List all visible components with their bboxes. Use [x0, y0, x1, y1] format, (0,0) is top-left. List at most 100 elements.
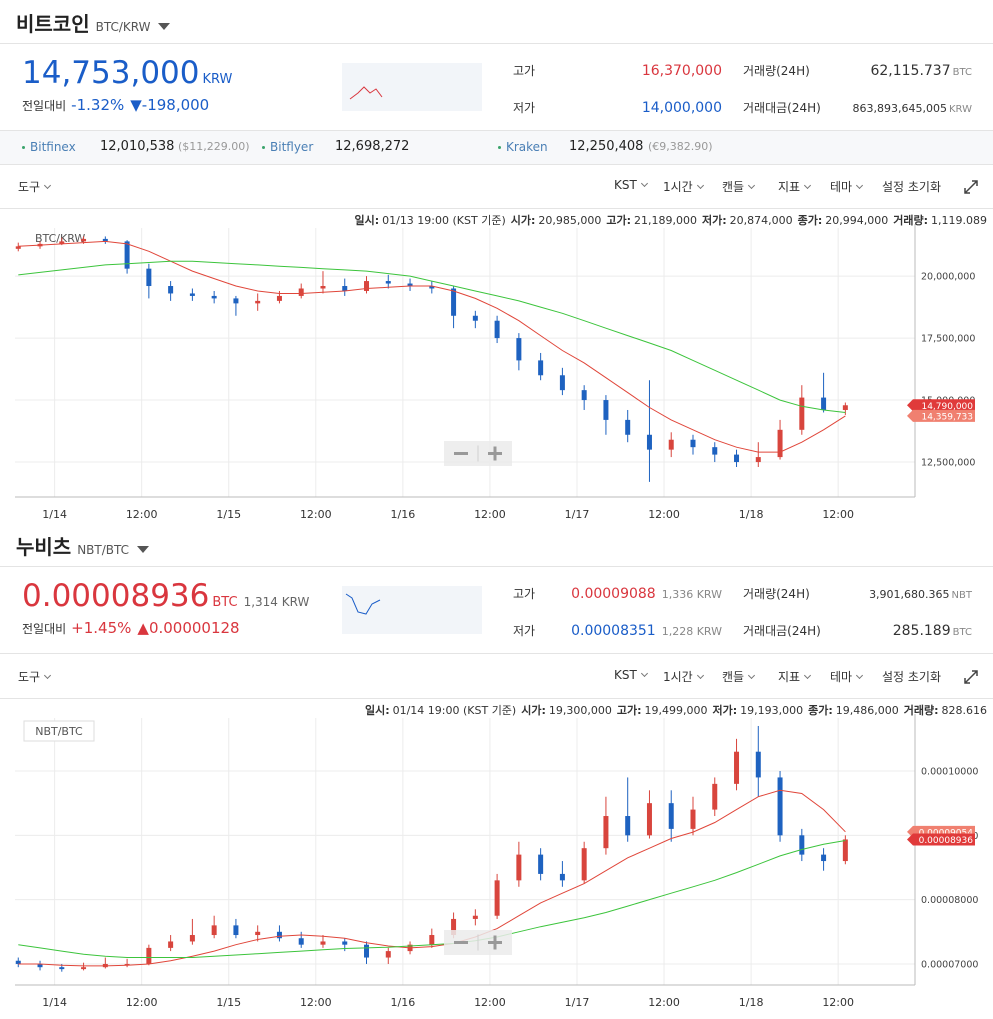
toolbar-text[interactable]: KST — [614, 668, 637, 682]
price-tag — [907, 409, 975, 422]
candle-body — [690, 439, 696, 448]
sparkline-line — [349, 86, 383, 100]
toolbar-item[interactable]: KST — [614, 178, 648, 192]
price-sub: 1,314 KRW — [243, 595, 310, 609]
candle-body — [15, 960, 21, 964]
toolbar-text[interactable]: 캔들 — [722, 670, 745, 684]
toolbar-text[interactable]: 캔들 — [722, 180, 745, 194]
toolbar-item[interactable]: 도구 — [18, 178, 52, 195]
toolbar-item[interactable]: 설정 초기화 — [882, 668, 941, 685]
toolbar-item[interactable]: 도구 — [18, 668, 52, 685]
toolbar-text[interactable]: 1시간 — [663, 180, 693, 194]
candle-body — [146, 268, 152, 287]
toolbar-item[interactable]: 지표 — [778, 668, 812, 685]
toolbar-item[interactable]: 캔들 — [722, 668, 756, 685]
candle-body — [451, 288, 457, 316]
info-value: 20,985,000 — [538, 214, 602, 227]
toolbar-text[interactable]: 지표 — [778, 180, 801, 194]
candle-body — [59, 241, 65, 244]
expand-button[interactable] — [963, 669, 979, 685]
candle-body — [581, 848, 587, 881]
toolbar-chevron — [696, 181, 704, 190]
candle-body — [712, 447, 718, 455]
toolbar-item[interactable]: KST — [614, 668, 648, 682]
candle-body — [124, 963, 130, 965]
candle-body — [842, 405, 848, 410]
info-label: 일시: — [354, 214, 380, 227]
stat-number: 16,370,000 — [641, 63, 722, 79]
expand-button[interactable] — [963, 179, 979, 195]
toolbar-text[interactable]: 1시간 — [663, 670, 693, 684]
x-tick-label: 1/15 — [216, 508, 241, 520]
price-tag — [907, 833, 975, 846]
info-label: 저가: — [702, 214, 727, 227]
info-label: 고가: — [606, 214, 632, 227]
candle-body — [690, 809, 696, 829]
toolbar-chevron — [856, 671, 864, 680]
candle-body — [581, 390, 587, 401]
candle-body — [472, 915, 478, 919]
price-tag-label: 14,790,000 — [921, 402, 973, 412]
price: 0.00008936 — [22, 578, 210, 614]
x-tick-label: 12:00 — [300, 996, 332, 1009]
volume-number: 285.189 — [892, 623, 951, 639]
info-label: 종가: — [808, 704, 833, 717]
exchange-name: Bitflyer — [270, 140, 314, 154]
candle-body — [603, 400, 609, 420]
candle-body — [429, 286, 435, 289]
toolbar-item[interactable]: 캔들 — [722, 178, 756, 195]
toolbar-text[interactable]: 테마 — [830, 670, 853, 684]
change-pct: +1.45% — [71, 619, 132, 637]
candle-body — [81, 238, 87, 242]
info-value: 1,119.089 — [931, 214, 987, 227]
change-label: 전일대비 — [22, 622, 67, 636]
candle-body — [168, 941, 174, 948]
toolbar-text[interactable]: 도구 — [18, 670, 41, 684]
change-label: 전일대비 — [22, 99, 67, 113]
stat-value: 14,000,000 — [642, 97, 722, 116]
candle-body — [755, 457, 761, 463]
candle-body — [777, 777, 783, 836]
change-amount: ▲0.00000128 — [137, 619, 240, 637]
toolbar-text[interactable]: 도구 — [18, 180, 41, 194]
toolbar-text[interactable]: 설정 초기화 — [882, 670, 942, 684]
toolbar-chevron — [804, 181, 812, 190]
price-row: 0.00008936 BTC 1,314 KRW — [22, 578, 309, 614]
dropdown-arrow[interactable] — [137, 546, 150, 553]
x-tick-label: 1/16 — [391, 996, 416, 1009]
price-tag-label: 14,359,733 — [921, 412, 973, 422]
toolbar-text[interactable]: 테마 — [830, 180, 853, 194]
coin-pair: NBT/BTC — [77, 543, 130, 557]
volume-number: 863,893,645,005 — [852, 102, 947, 115]
volume-value: 863,893,645,005 KRW — [853, 97, 972, 116]
toolbar-item[interactable]: 지표 — [778, 178, 812, 195]
sparkline-svg — [345, 593, 381, 615]
toolbar-item[interactable]: 설정 초기화 — [882, 178, 941, 195]
info-label: 거래량: — [903, 704, 939, 717]
toolbar-item[interactable]: 1시간 — [663, 178, 704, 195]
toolbar-text[interactable]: 설정 초기화 — [882, 180, 942, 194]
candle-body — [712, 783, 718, 810]
stat-label: 저가 — [513, 101, 536, 115]
x-tick-label: 12:00 — [126, 996, 158, 1009]
candle-body — [385, 281, 391, 284]
candle-body — [842, 839, 848, 862]
x-tick-label: 1/14 — [42, 508, 67, 520]
candle-body — [734, 751, 740, 784]
toolbar-item[interactable]: 테마 — [830, 178, 864, 195]
toolbar-item[interactable]: 1시간 — [663, 668, 704, 685]
coin-title-row: 누비츠 NBT/BTC — [16, 531, 150, 560]
y-tick-label: 0.00008000 — [921, 895, 978, 906]
dropdown-arrow[interactable] — [158, 23, 171, 30]
toolbar-text[interactable]: 지표 — [778, 670, 801, 684]
toolbar: 도구 KST 1시간 캔들 지표 테마 설정 초기화 — [0, 655, 993, 699]
candle-body — [15, 246, 21, 249]
moving-average-line — [18, 240, 846, 453]
candle-body — [451, 918, 457, 936]
toolbar-chevron — [748, 671, 756, 680]
info-label: 일시: — [364, 704, 390, 717]
toolbar-text[interactable]: KST — [614, 178, 637, 192]
price-row: 14,753,000 KRW — [22, 55, 232, 91]
toolbar-item[interactable]: 테마 — [830, 668, 864, 685]
candle-body — [276, 295, 282, 301]
